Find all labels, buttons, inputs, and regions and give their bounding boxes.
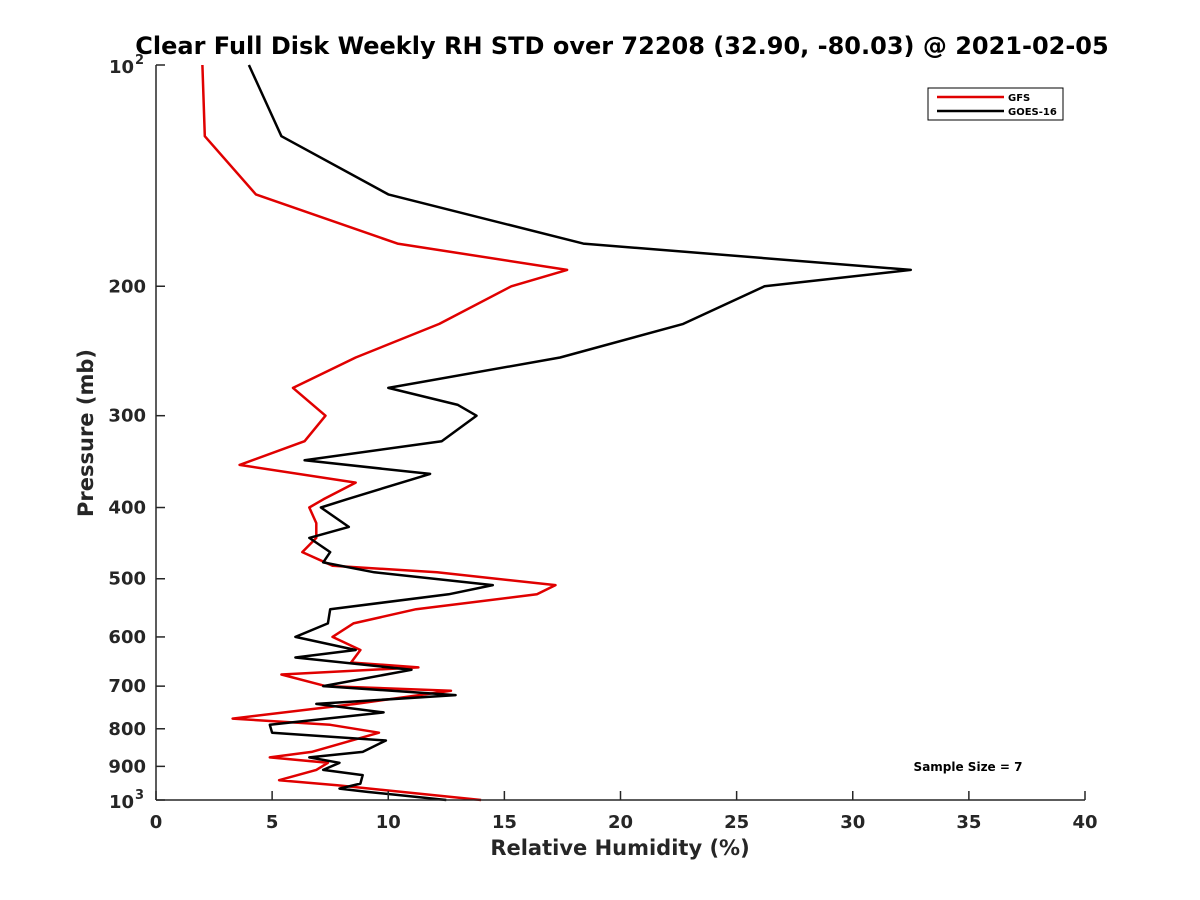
x-tick-label: 25 bbox=[724, 812, 749, 833]
x-tick-label: 35 bbox=[956, 812, 981, 833]
y-axis-label: Pressure (mb) bbox=[74, 349, 98, 517]
x-tick-label: 20 bbox=[608, 812, 633, 833]
x-tick-label: 15 bbox=[492, 812, 517, 833]
x-tick-label: 0 bbox=[150, 812, 163, 833]
y-tick-label: 800 bbox=[108, 719, 146, 740]
axes-layer: 0 5 10 15 20 25 30 35 40 200 300 400 500 600 700 800 900… bbox=[108, 53, 1097, 833]
y-tick-label-top: 10 bbox=[109, 57, 134, 78]
y-tick-label: 900 bbox=[108, 756, 146, 777]
legend-label-goes16: GOES-16 bbox=[1008, 107, 1057, 118]
x-tick-label: 30 bbox=[840, 812, 865, 833]
sample-size-annotation: Sample Size = 7 bbox=[914, 760, 1023, 774]
chart-title: Clear Full Disk Weekly RH STD over 72208… bbox=[135, 32, 1108, 60]
y-tick-label: 600 bbox=[108, 627, 146, 648]
y-tick-label-top-exponent: 2 bbox=[135, 53, 144, 68]
y-tick-label: 700 bbox=[108, 676, 146, 697]
series-layer bbox=[201, 64, 913, 802]
legend-box bbox=[927, 87, 1064, 121]
x-tick-label: 40 bbox=[1072, 812, 1097, 833]
series-line-goes16 bbox=[247, 64, 913, 802]
y-tick-label: 300 bbox=[108, 406, 146, 427]
x-axis-label: Relative Humidity (%) bbox=[490, 836, 749, 860]
x-tick-label: 5 bbox=[266, 812, 279, 833]
x-tick-label: 10 bbox=[376, 812, 401, 833]
y-tick-label: 400 bbox=[108, 498, 146, 519]
series-line-gfs bbox=[201, 64, 569, 802]
legend-label-gfs: GFS bbox=[1008, 93, 1030, 104]
y-tick-label: 500 bbox=[108, 569, 146, 590]
legend: GFS GOES-16 bbox=[927, 87, 1064, 121]
y-tick-label-bottom-exponent: 3 bbox=[135, 788, 144, 803]
y-tick-label: 200 bbox=[108, 276, 146, 297]
y-tick-label-bottom: 10 bbox=[109, 792, 134, 813]
